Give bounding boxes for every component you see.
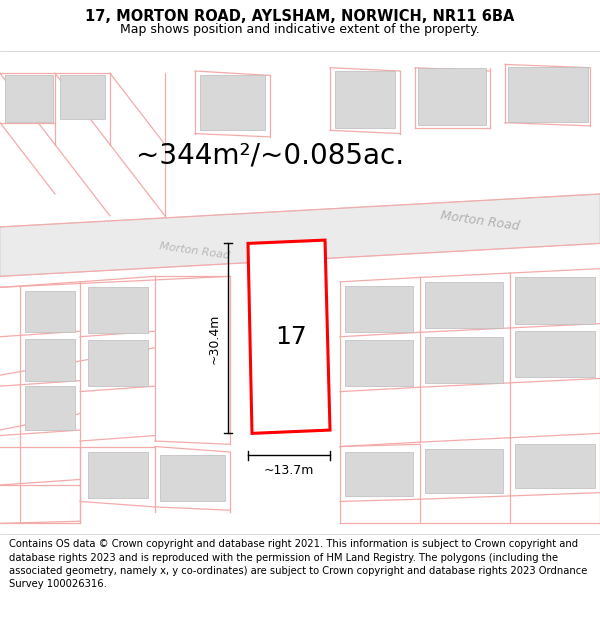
Bar <box>345 452 413 496</box>
Text: 17: 17 <box>275 325 307 349</box>
Bar <box>425 449 503 493</box>
Bar <box>88 452 148 498</box>
Bar <box>515 444 595 488</box>
Text: Morton Road: Morton Road <box>159 241 231 261</box>
Bar <box>508 67 588 121</box>
Bar <box>25 339 75 381</box>
Bar <box>425 337 503 383</box>
Text: 17, MORTON ROAD, AYLSHAM, NORWICH, NR11 6BA: 17, MORTON ROAD, AYLSHAM, NORWICH, NR11 … <box>85 9 515 24</box>
Bar <box>418 68 486 125</box>
Bar <box>345 286 413 332</box>
Text: Contains OS data © Crown copyright and database right 2021. This information is : Contains OS data © Crown copyright and d… <box>9 539 587 589</box>
Bar <box>515 331 595 378</box>
Bar <box>25 386 75 430</box>
Bar <box>88 340 148 386</box>
Text: ~30.4m: ~30.4m <box>208 313 221 364</box>
Text: ~344m²/~0.085ac.: ~344m²/~0.085ac. <box>136 141 404 169</box>
Bar <box>335 71 395 128</box>
Polygon shape <box>0 194 600 276</box>
Bar <box>25 291 75 332</box>
Bar <box>345 340 413 386</box>
Bar <box>160 456 225 501</box>
Bar <box>515 278 595 324</box>
Bar <box>5 76 53 121</box>
Bar <box>60 76 105 119</box>
Bar <box>425 282 503 328</box>
Polygon shape <box>248 240 330 433</box>
Text: Map shows position and indicative extent of the property.: Map shows position and indicative extent… <box>120 24 480 36</box>
Bar <box>88 288 148 334</box>
Text: Morton Road: Morton Road <box>440 209 520 233</box>
Text: ~13.7m: ~13.7m <box>264 464 314 477</box>
Bar <box>200 76 265 130</box>
